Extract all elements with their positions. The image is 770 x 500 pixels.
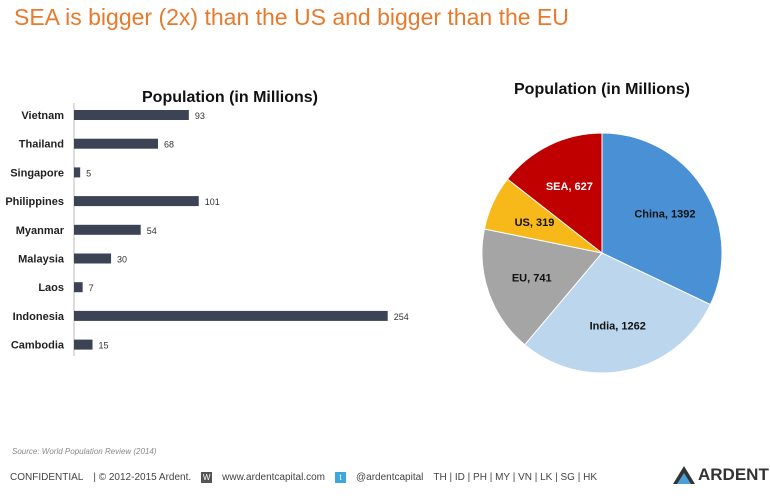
bar [74,339,93,350]
pie-slice-label: China, 1392 [634,208,695,220]
confidential-label: CONFIDENTIAL [10,472,84,483]
bar [74,282,83,293]
bar-value-label: 54 [147,226,157,236]
pie-slice [506,132,603,255]
bar-category-label: Malaysia [18,254,65,266]
slide-title: SEA is bigger (2x) than the US and bigge… [14,4,569,30]
bar-chart-title: Population (in Millions) [142,89,318,106]
twitter-handle[interactable]: @ardentcapital [355,472,424,483]
source-note: Source: World Population Review (2014) [12,447,157,456]
bar [74,196,199,207]
bar-value-label: 68 [164,140,174,150]
web-icon: W [201,472,213,483]
bar-category-label: Vietnam [21,110,64,122]
pie-slice [481,228,603,346]
ardent-logo: ARDENT [672,465,769,485]
bar-category-label: Philippines [5,196,64,208]
bar [74,224,141,235]
logo-text: ARDENT [698,465,769,484]
pie-slice [601,132,723,306]
pie-slice-label: India, 1262 [590,321,646,333]
bar-category-label: Singapore [10,167,64,179]
bar-category-label: Thailand [19,139,64,151]
bar-value-label: 93 [195,111,205,121]
country-list: TH | ID | PH | MY | VN | LK | SG | HK [433,472,597,483]
bar-category-label: Laos [38,282,64,294]
logo-triangle-icon [673,466,695,484]
pie-chart-title: Population (in Millions) [514,81,690,98]
bar [74,167,81,178]
bar-value-label: 254 [394,312,409,322]
bar [74,138,158,149]
bar [74,110,189,120]
bar-value-label: 15 [99,341,109,351]
pie-slice-label: US, 319 [515,217,555,229]
bar-category-label: Indonesia [13,311,65,323]
copyright: | © 2012-2015 Ardent. [93,472,192,483]
pie-slice-label: SEA, 627 [546,181,593,193]
bar-value-label: 30 [117,255,127,265]
bar-value-label: 7 [89,283,94,293]
bar [74,310,388,321]
bar-value-label: 5 [86,168,91,178]
bar-category-label: Cambodia [11,340,65,352]
bar-category-label: Myanmar [16,225,65,237]
pie-slice-label: EU, 741 [512,272,552,284]
footer: CONFIDENTIAL | © 2012-2015 Ardent. W www… [10,472,597,483]
website-link[interactable]: www.ardentcapital.com [222,472,325,483]
twitter-icon: t [334,472,346,483]
bar-value-label: 101 [205,197,220,207]
bar [74,253,112,264]
pie-slice [524,252,712,374]
